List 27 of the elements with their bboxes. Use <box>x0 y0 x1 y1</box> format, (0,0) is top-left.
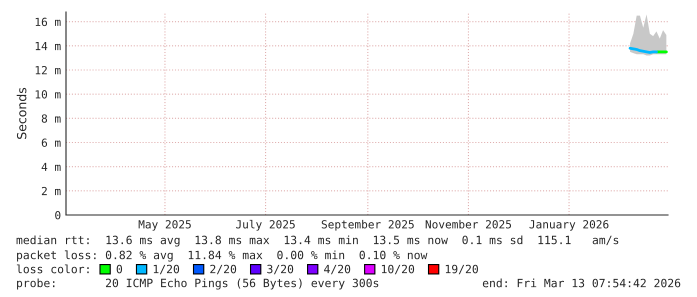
x-tick-label: November 2025 <box>426 220 512 229</box>
y-tick-label: 4 m <box>42 162 61 171</box>
y-tick-label: 2 m <box>42 186 61 196</box>
legend-title: loss color: <box>16 264 89 274</box>
text: packet loss: 0.82 % avg 11.84 % max 0.00 % min 0.10 % now <box>17 250 428 262</box>
x-tick-label: May 2025 <box>138 220 191 231</box>
y-tick-label: 6 m <box>42 138 61 147</box>
x-tick-label: July 2025 <box>236 220 295 231</box>
x-tick-label: January 2026 <box>530 220 608 231</box>
y-tick-label: 16 m <box>36 18 61 26</box>
legend-label: 19/20 <box>446 264 478 274</box>
legend-label: 2/20 <box>210 264 236 274</box>
y-tick-label: 12 m <box>36 66 61 74</box>
y-tick-label: 0 <box>55 211 60 220</box>
text: probe: 20 ICMP Echo Pings (56 Bytes) every 300s <box>17 278 378 290</box>
y-axis-title: Seconds <box>16 88 26 139</box>
y-tick-label: 14 m <box>36 42 61 50</box>
text: end: Fri Mar 13 07:54:42 2026 <box>482 278 680 288</box>
legend-label: 0 <box>116 264 122 274</box>
text: median rtt: 13.6 ms avg 13.8 ms max 13.4 ms min 13.5 ms now 0.1 ms sd 115.1 am/s <box>16 235 618 247</box>
legend-label: 3/20 <box>267 264 294 274</box>
legend-label: 1/20 <box>154 264 180 274</box>
legend-label: 10/20 <box>382 264 414 274</box>
y-tick-label: 8 m <box>42 114 61 123</box>
y-tick-label: 10 m <box>36 90 61 99</box>
x-tick-label: September 2025 <box>322 220 414 231</box>
legend-label: 4/20 <box>324 264 350 274</box>
